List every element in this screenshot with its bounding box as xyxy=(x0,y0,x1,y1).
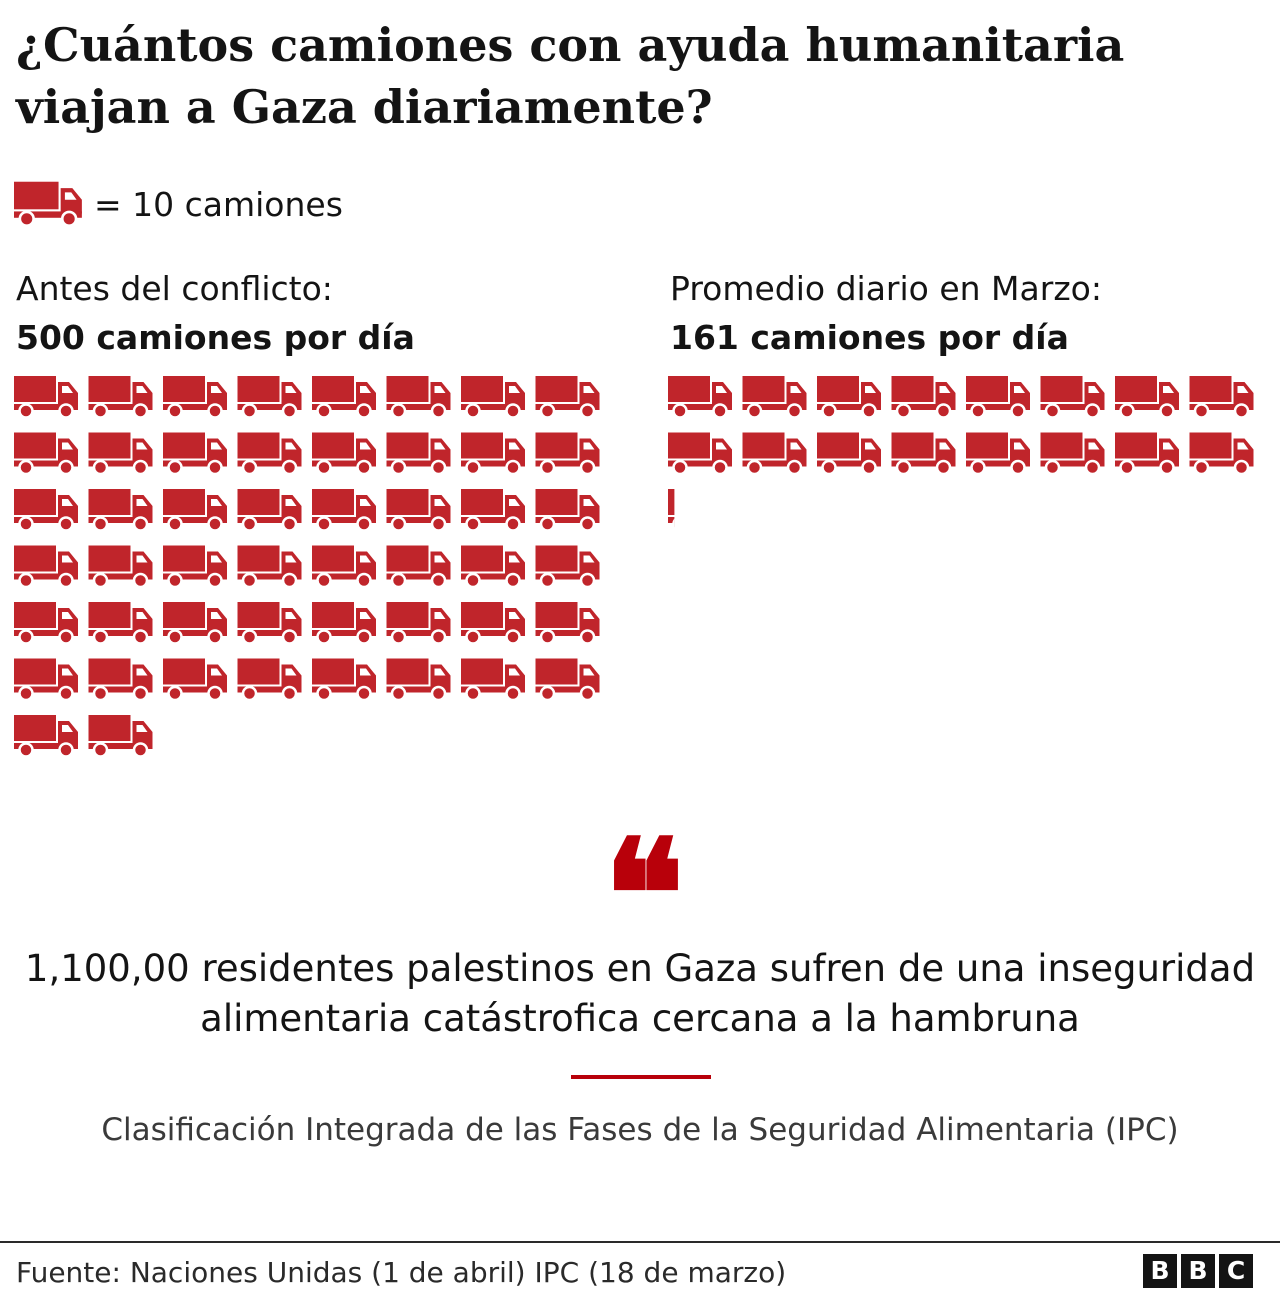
truck-icon xyxy=(534,600,601,645)
truck-icon xyxy=(459,657,527,702)
truck-icon xyxy=(1188,374,1255,419)
truck-icon xyxy=(385,374,452,419)
legend-label: = 10 camiones xyxy=(94,184,343,224)
chart-title: ¿Cuántos camiones con ayuda humanitaria … xyxy=(16,18,1125,134)
truck-icon xyxy=(310,657,378,702)
truck-icon xyxy=(161,431,229,476)
truck-icon xyxy=(459,600,527,645)
quote-mark-icon: ❝ xyxy=(603,807,685,983)
truck-icon xyxy=(666,374,734,419)
quote-source: Clasificación Integrada de las Fases de … xyxy=(101,1112,1179,1148)
truck-icon xyxy=(1113,374,1181,419)
bbc-logo: B B C xyxy=(1143,1254,1253,1288)
truck-icon xyxy=(385,431,452,476)
footer-source: Fuente: Naciones Unidas (1 de abril) IPC… xyxy=(16,1256,787,1289)
legend: = 10 camiones xyxy=(14,178,343,230)
truck-icon xyxy=(385,487,452,532)
truck-icon-partial xyxy=(668,487,675,532)
truck-icon xyxy=(1113,431,1181,476)
truck-icon xyxy=(12,374,80,419)
panel-value-march: 161 camiones por día xyxy=(670,318,1069,357)
truck-icon xyxy=(12,487,80,532)
truck-icon xyxy=(459,544,527,589)
truck-icon xyxy=(534,487,601,532)
truck-icon xyxy=(310,544,378,589)
truck-icon xyxy=(310,431,378,476)
truck-icon xyxy=(1039,431,1106,476)
panel-label-march: Promedio diario en Marzo: xyxy=(670,269,1102,308)
truck-icon xyxy=(236,431,303,476)
truck-icon xyxy=(161,487,229,532)
truck-icon xyxy=(310,600,378,645)
truck-icon xyxy=(87,600,154,645)
truck-icon xyxy=(666,431,734,476)
truck-icon xyxy=(534,374,601,419)
truck-icon xyxy=(161,544,229,589)
bbc-logo-letter: C xyxy=(1219,1254,1253,1288)
truck-icon xyxy=(12,657,80,702)
truck-icon xyxy=(87,487,154,532)
truck-icon xyxy=(964,374,1032,419)
panel-value-before: 500 camiones por día xyxy=(16,318,415,357)
truck-icon xyxy=(87,374,154,419)
panel-march-average: Promedio diario en Marzo: 161 camiones p… xyxy=(670,266,1270,364)
truck-icon xyxy=(236,657,303,702)
footer-divider xyxy=(0,1241,1280,1243)
quote-divider xyxy=(571,1075,711,1079)
truck-icon xyxy=(459,374,527,419)
truck-icon xyxy=(1188,431,1255,476)
truck-icon xyxy=(12,600,80,645)
truck-icon xyxy=(12,544,80,589)
bbc-logo-letter: B xyxy=(1143,1254,1177,1288)
truck-icon xyxy=(161,374,229,419)
panel-before-conflict: Antes del conflicto: 500 camiones por dí… xyxy=(16,266,636,364)
truck-icon xyxy=(534,544,601,589)
truck-icon xyxy=(161,657,229,702)
truck-icon xyxy=(459,487,527,532)
truck-icon xyxy=(890,431,957,476)
truck-icon xyxy=(815,374,883,419)
truck-icon xyxy=(87,713,154,758)
quote-text: 1,100,00 residentes palestinos en Gaza s… xyxy=(24,947,1256,1040)
pictogram-chart xyxy=(12,374,1255,758)
truck-icon xyxy=(964,431,1032,476)
truck-icon xyxy=(815,431,883,476)
truck-icon xyxy=(87,431,154,476)
truck-icon xyxy=(87,544,154,589)
truck-icon xyxy=(385,544,452,589)
truck-icon xyxy=(14,180,84,228)
truck-icon xyxy=(534,431,601,476)
truck-icon xyxy=(161,600,229,645)
truck-icon xyxy=(310,374,378,419)
truck-icon xyxy=(741,374,808,419)
truck-icon xyxy=(310,487,378,532)
truck-icon xyxy=(12,431,80,476)
truck-icon xyxy=(236,374,303,419)
truck-icon xyxy=(12,713,80,758)
bbc-logo-letter: B xyxy=(1181,1254,1215,1288)
truck-icon xyxy=(87,657,154,702)
truck-icon xyxy=(236,487,303,532)
panel-label-before: Antes del conflicto: xyxy=(16,269,333,308)
truck-icon xyxy=(385,657,452,702)
truck-icon xyxy=(236,600,303,645)
truck-icon xyxy=(890,374,957,419)
truck-icon xyxy=(236,544,303,589)
truck-icon xyxy=(459,431,527,476)
truck-icon xyxy=(385,600,452,645)
truck-icon xyxy=(1039,374,1106,419)
truck-icon xyxy=(534,657,601,702)
truck-icon xyxy=(741,431,808,476)
